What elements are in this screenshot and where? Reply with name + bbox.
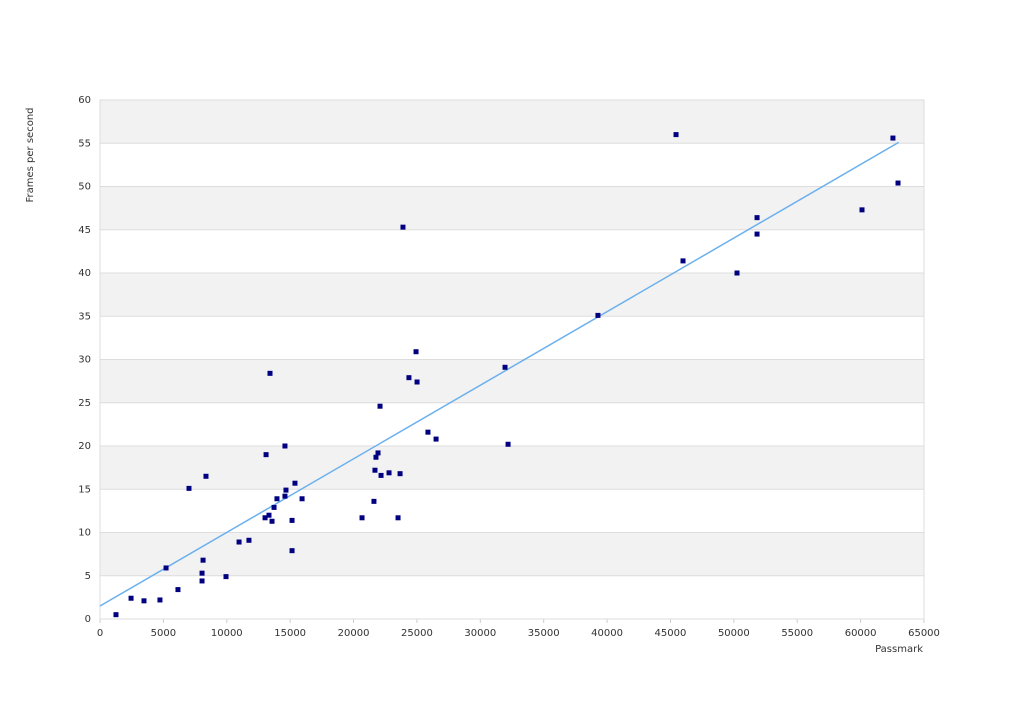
data-point bbox=[271, 504, 277, 510]
data-point bbox=[895, 180, 901, 186]
y-tick-label: 10 bbox=[78, 528, 91, 539]
y-tick-label: 15 bbox=[78, 484, 91, 495]
data-point bbox=[433, 436, 439, 442]
data-point bbox=[141, 598, 147, 604]
data-point bbox=[236, 539, 242, 545]
data-point bbox=[859, 207, 865, 213]
data-point bbox=[395, 515, 401, 521]
data-point bbox=[267, 370, 273, 376]
data-point bbox=[282, 443, 288, 449]
y-tick-label: 50 bbox=[78, 182, 91, 193]
x-tick-label: 40000 bbox=[591, 628, 623, 639]
data-point bbox=[274, 496, 280, 502]
x-tick-label: 30000 bbox=[464, 628, 496, 639]
x-tick-label: 15000 bbox=[274, 628, 306, 639]
x-tick-label: 45000 bbox=[655, 628, 687, 639]
data-point bbox=[377, 403, 383, 409]
data-point bbox=[289, 548, 295, 554]
y-tick-label: 55 bbox=[78, 138, 91, 149]
data-point bbox=[203, 473, 209, 479]
data-point bbox=[371, 498, 377, 504]
x-tick-label: 0 bbox=[97, 628, 103, 639]
data-point bbox=[175, 587, 181, 593]
y-tick-label: 40 bbox=[78, 268, 91, 279]
data-point bbox=[734, 270, 740, 276]
plot-band bbox=[100, 532, 924, 576]
plot-border bbox=[99, 99, 925, 620]
y-tick-label: 30 bbox=[78, 355, 91, 366]
data-point bbox=[673, 132, 679, 138]
data-point bbox=[400, 224, 406, 230]
data-point bbox=[157, 597, 163, 603]
x-tick-label: 25000 bbox=[401, 628, 433, 639]
x-tick-label: 5000 bbox=[151, 628, 176, 639]
trend-line bbox=[99, 141, 900, 607]
y-tick-label: 0 bbox=[85, 614, 91, 625]
y-tick-label: 25 bbox=[78, 398, 91, 409]
data-point bbox=[283, 487, 289, 493]
x-tick-label: 50000 bbox=[718, 628, 750, 639]
data-point bbox=[223, 574, 229, 580]
data-point bbox=[754, 231, 760, 237]
data-point bbox=[754, 215, 760, 221]
data-point bbox=[246, 537, 252, 543]
data-point bbox=[266, 512, 272, 518]
data-point bbox=[113, 612, 119, 618]
data-point bbox=[372, 467, 378, 473]
data-point bbox=[386, 470, 392, 476]
data-point bbox=[200, 557, 206, 563]
data-point bbox=[359, 515, 365, 521]
data-point bbox=[128, 595, 134, 601]
data-point bbox=[595, 312, 601, 318]
data-point bbox=[413, 349, 419, 355]
plot-band bbox=[100, 186, 924, 230]
data-point bbox=[505, 441, 511, 447]
y-tick-label: 20 bbox=[78, 441, 91, 452]
x-tick-label: 20000 bbox=[338, 628, 370, 639]
data-point bbox=[262, 515, 268, 521]
data-point bbox=[299, 496, 305, 502]
x-tick-label: 35000 bbox=[528, 628, 560, 639]
plot-band bbox=[100, 446, 924, 490]
x-tick-label: 60000 bbox=[845, 628, 877, 639]
data-point bbox=[199, 578, 205, 584]
x-tick-label: 10000 bbox=[211, 628, 243, 639]
data-point bbox=[375, 450, 381, 456]
data-point bbox=[269, 518, 275, 524]
data-point bbox=[406, 375, 412, 381]
data-point bbox=[414, 379, 420, 385]
x-tick-label: 65000 bbox=[908, 628, 940, 639]
data-point bbox=[292, 480, 298, 486]
x-tick-label: 55000 bbox=[781, 628, 813, 639]
data-point bbox=[289, 517, 295, 523]
data-point bbox=[163, 565, 169, 571]
data-point bbox=[282, 493, 288, 499]
data-point bbox=[425, 429, 431, 435]
data-point bbox=[263, 452, 269, 458]
data-point bbox=[373, 454, 379, 460]
data-point bbox=[186, 485, 192, 491]
y-tick-label: 35 bbox=[78, 311, 91, 322]
y-tick-label: 60 bbox=[78, 95, 91, 106]
data-point bbox=[890, 135, 896, 141]
plot-band bbox=[100, 100, 924, 144]
y-tick-label: 45 bbox=[78, 225, 91, 236]
data-point bbox=[378, 472, 384, 478]
data-point bbox=[397, 471, 403, 477]
data-point bbox=[680, 258, 686, 264]
data-point bbox=[502, 364, 508, 370]
data-point bbox=[199, 570, 205, 576]
y-tick-label: 5 bbox=[85, 571, 91, 582]
plot-band bbox=[100, 273, 924, 317]
y-axis-label: Frames per second bbox=[25, 108, 36, 203]
x-axis-label: Passmark bbox=[875, 644, 923, 655]
